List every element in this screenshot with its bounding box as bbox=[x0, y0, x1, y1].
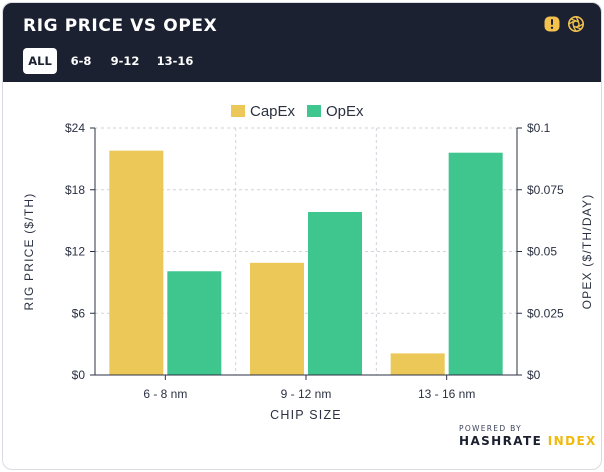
tab-6-8[interactable]: 6-8 bbox=[70, 54, 92, 68]
left-tick-label: $24 bbox=[65, 121, 85, 135]
opex-bar bbox=[167, 271, 222, 375]
brand-logo[interactable]: HASHRATE INDEX bbox=[459, 434, 597, 448]
capex-bar bbox=[390, 353, 445, 375]
legend-label-capex: CapEx bbox=[250, 103, 296, 120]
opex-bar bbox=[308, 211, 362, 375]
x-tick-label: 6 - 8 nm bbox=[143, 387, 187, 401]
left-tick-label: $18 bbox=[65, 183, 85, 197]
opex-bar bbox=[448, 152, 503, 375]
tab-9-12[interactable]: 9-12 bbox=[110, 54, 140, 68]
left-tick-label: $0 bbox=[72, 368, 86, 382]
right-tick-label: $0.075 bbox=[527, 183, 564, 197]
brand-name-accent: INDEX bbox=[547, 434, 597, 448]
right-tick-label: $0 bbox=[527, 368, 541, 382]
powered-by-label: POWERED BY bbox=[459, 424, 523, 433]
x-axis-title: CHIP SIZE bbox=[270, 408, 342, 422]
lightbulb-icon[interactable] bbox=[543, 15, 561, 33]
x-tick-label: 9 - 12 nm bbox=[281, 387, 332, 401]
brand-name-main: HASHRATE bbox=[459, 434, 543, 448]
right-axis-title: OPEX ($/TH/DAY) bbox=[580, 194, 594, 310]
left-axis-title: RIG PRICE ($/TH) bbox=[22, 193, 36, 311]
right-tick-label: $0.025 bbox=[527, 306, 564, 320]
tab-all[interactable]: ALL bbox=[23, 48, 57, 74]
chart-header: RIG PRICE VS OPEX ALL 6-8 9-12 13-16 bbox=[3, 3, 601, 82]
legend-swatch-opex bbox=[307, 105, 321, 117]
left-tick-label: $6 bbox=[72, 306, 86, 320]
right-tick-label: $0.1 bbox=[527, 121, 551, 135]
camera-aperture-icon[interactable] bbox=[567, 15, 585, 33]
tab-13-16[interactable]: 13-16 bbox=[156, 54, 194, 68]
x-tick-label: 13 - 16 nm bbox=[418, 387, 475, 401]
legend-swatch-capex bbox=[231, 105, 245, 117]
capex-bar bbox=[250, 262, 304, 375]
legend-label-opex: OpEx bbox=[326, 103, 364, 120]
chart-plot: 6 - 8 nm 9 - 12 nm 13 - 16 nm $0 $6 $12 $18 $24… bbox=[22, 103, 594, 422]
left-tick-label: $12 bbox=[65, 245, 85, 259]
capex-bar bbox=[109, 150, 164, 375]
chart-title: RIG PRICE VS OPEX bbox=[23, 16, 218, 36]
right-tick-label: $0.05 bbox=[527, 245, 557, 259]
